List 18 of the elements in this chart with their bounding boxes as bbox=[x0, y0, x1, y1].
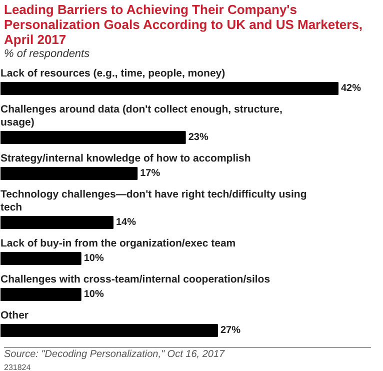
data-label: 10% bbox=[84, 288, 104, 300]
y-tick-label: Other bbox=[0, 309, 29, 322]
source-note: Source: "Decoding Personalization," Oct 16, 2017 bbox=[4, 348, 225, 362]
chart-subtitle: % of respondents bbox=[4, 47, 90, 62]
data-label: 10% bbox=[84, 252, 104, 264]
y-tick-label: Strategy/internal knowledge of how to accomplish bbox=[0, 152, 251, 164]
data-label: 17% bbox=[140, 168, 160, 179]
y-tick-label: Technology challenges—don't have right tech/difficulty using tech bbox=[0, 188, 307, 214]
y-tick-label: Challenges with cross-team/internal cooperation/silos bbox=[0, 273, 270, 286]
y-tick-label: Lack of resources (e.g., time, people, money) bbox=[0, 67, 226, 80]
text: 231824 bbox=[4, 362, 31, 371]
y-tick-label: Lack of buy-in from the organization/exec team bbox=[0, 237, 236, 250]
data-label: 14% bbox=[116, 216, 136, 228]
data-label: 27% bbox=[220, 324, 241, 336]
data-label: 42% bbox=[341, 82, 362, 94]
y-tick-label: Challenges around data (don't collect enough, structure, usage) bbox=[0, 103, 283, 128]
data-label: 23% bbox=[188, 132, 208, 143]
chart-title: Leading Barriers to Achieving Their Company's Personalization Goals According to UK and US Marketers, April 2017 bbox=[4, 2, 364, 47]
